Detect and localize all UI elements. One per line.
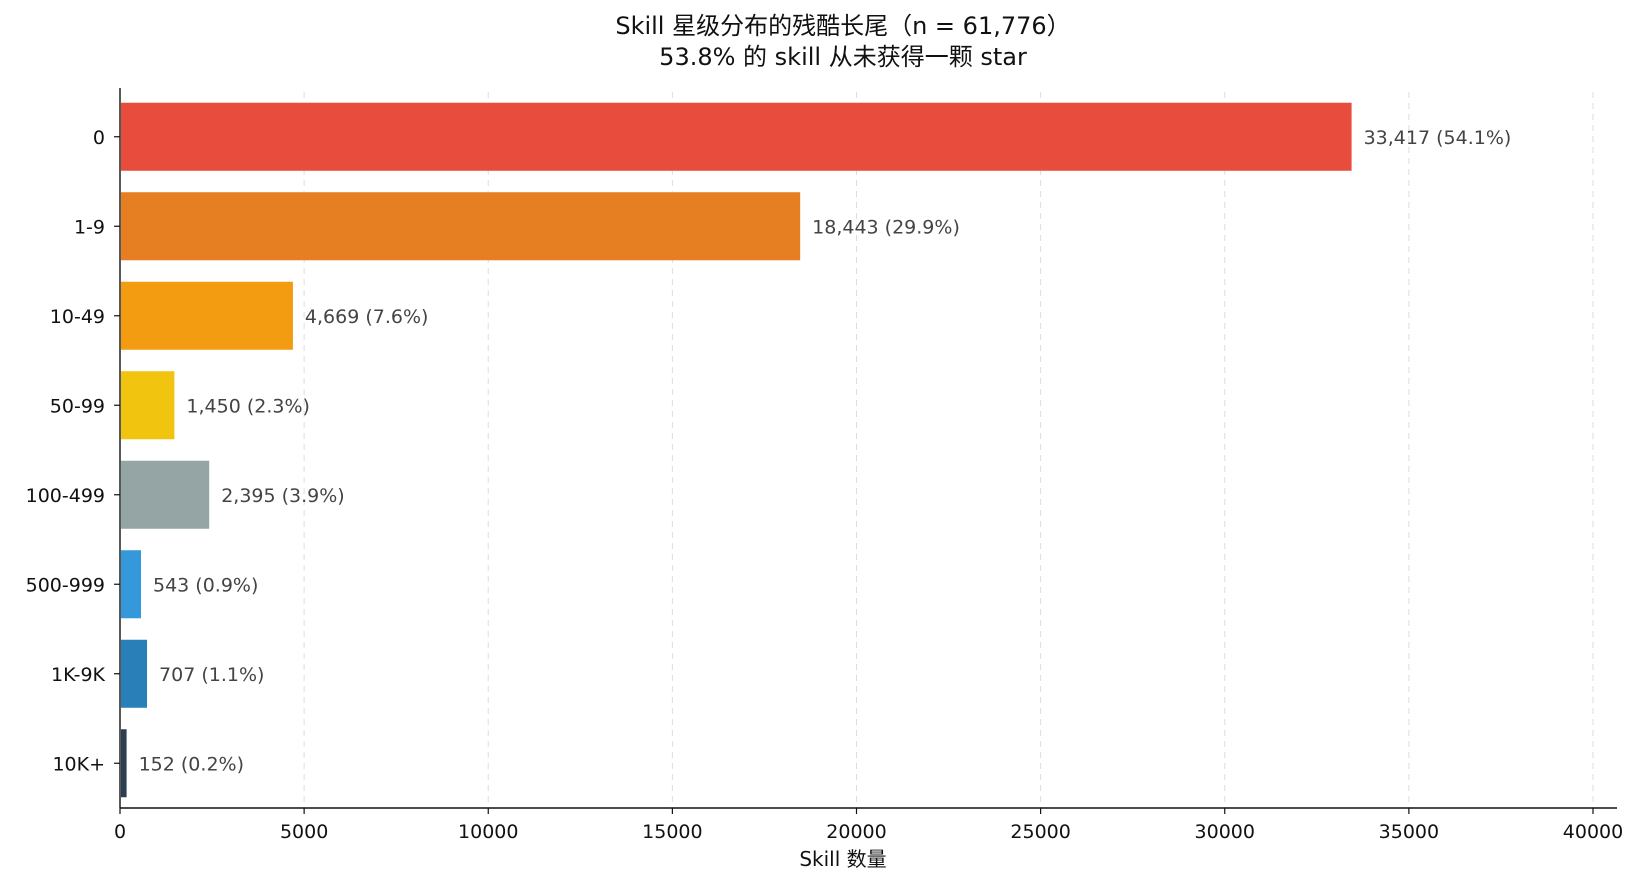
value-label-500-999: 543 (0.9%) xyxy=(153,574,258,596)
category-label-10-49: 10-49 xyxy=(50,306,105,328)
category-label-0: 0 xyxy=(93,127,105,149)
x-tick-label: 10000 xyxy=(458,821,518,843)
category-label-50-99: 50-99 xyxy=(50,395,105,417)
x-tick-label: 20000 xyxy=(826,821,886,843)
chart-subtitle: 53.8% 的 skill 从未获得一颗 star xyxy=(659,43,1027,71)
bars: 33,417 (54.1%) 18,443 (29.9%) 4,669 (7.6%)… xyxy=(121,102,1512,798)
value-label-100-499: 2,395 (3.9%) xyxy=(221,485,345,507)
category-label-500-999: 500-999 xyxy=(26,574,105,596)
bar-1-9 xyxy=(121,192,801,261)
value-label-0: 33,417 (54.1%) xyxy=(1364,127,1512,149)
x-tick-label: 25000 xyxy=(1010,821,1070,843)
x-tick-label: 40000 xyxy=(1563,821,1623,843)
x-axis-title: Skill 数量 xyxy=(799,847,886,871)
bar-0 xyxy=(121,102,1352,171)
value-label-1-9: 18,443 (29.9%) xyxy=(812,216,960,238)
bar-100-499 xyxy=(121,460,210,529)
category-label-1K-9K: 1K-9K xyxy=(51,664,105,686)
value-label-10-49: 4,669 (7.6%) xyxy=(305,306,429,328)
x-tick-label: 15000 xyxy=(642,821,702,843)
x-tick-label: 30000 xyxy=(1195,821,1255,843)
x-tick-label: 35000 xyxy=(1379,821,1439,843)
bar-10K+ xyxy=(121,729,127,798)
gridlines xyxy=(303,92,1594,808)
value-label-50-99: 1,450 (2.3%) xyxy=(186,395,310,417)
value-label-10K+: 152 (0.2%) xyxy=(139,753,244,775)
x-tick-label: 5000 xyxy=(280,821,328,843)
bar-500-999 xyxy=(121,550,141,619)
bar-10-49 xyxy=(121,281,293,350)
value-label-1K-9K: 707 (1.1%) xyxy=(159,664,264,686)
category-label-100-499: 100-499 xyxy=(26,485,105,507)
bar-1K-9K xyxy=(121,639,148,708)
chart-title: Skill 星级分布的残酷长尾（n = 61,776） xyxy=(615,12,1070,40)
category-label-10K+: 10K+ xyxy=(52,753,105,775)
bar-50-99 xyxy=(121,371,175,440)
x-tick-label: 0 xyxy=(114,821,126,843)
axes: 0 1-9 10-49 50-99 100-499 500-999 1K-9K 10K+ 0 50… xyxy=(26,88,1623,843)
category-label-1-9: 1-9 xyxy=(74,216,105,238)
